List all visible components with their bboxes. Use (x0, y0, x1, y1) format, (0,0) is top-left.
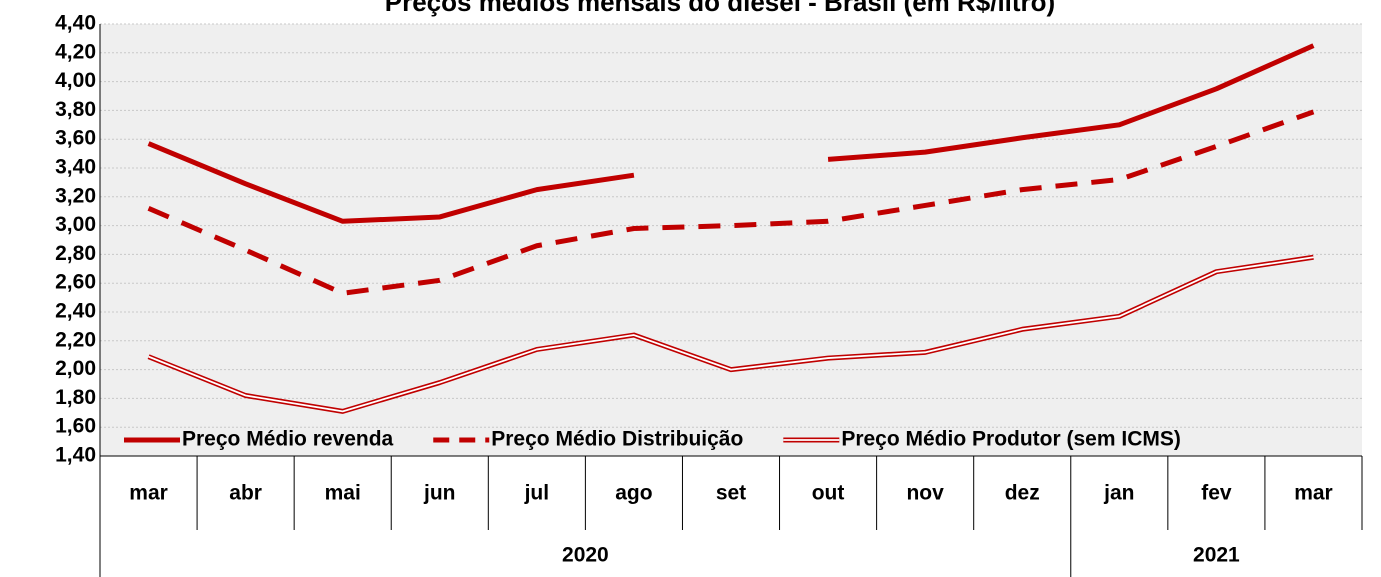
x-tick-label: jan (1103, 482, 1134, 505)
y-tick-label: 2,20 (55, 328, 96, 351)
legend-label: Preço Médio Produtor (sem ICMS) (841, 428, 1181, 451)
x-tick-label: ago (615, 482, 652, 505)
y-tick-label: 4,20 (55, 40, 96, 63)
y-tick-label: 1,80 (55, 386, 96, 409)
x-tick-label: mar (129, 482, 168, 505)
legend-label: Preço Médio Distribuição (491, 428, 743, 451)
x-tick-label: jun (423, 482, 456, 505)
y-tick-label: 3,80 (55, 98, 96, 121)
y-tick-label: 2,00 (55, 357, 96, 380)
y-tick-label: 3,00 (55, 213, 96, 236)
y-tick-label: 2,60 (55, 271, 96, 294)
x-tick-label: abr (229, 482, 262, 505)
x-tick-label: mar (1294, 482, 1333, 505)
x-tick-label: fev (1201, 482, 1232, 505)
x-tick-label: out (812, 482, 845, 505)
y-tick-label: 3,60 (55, 127, 96, 150)
group-label: 2020 (562, 544, 609, 567)
x-tick-label: nov (906, 482, 944, 505)
y-tick-label: 1,60 (55, 415, 96, 438)
y-tick-label: 2,40 (55, 300, 96, 323)
y-tick-label: 4,40 (55, 12, 96, 35)
chart-title: Preços médios mensais do diesel - Brasil… (385, 0, 1055, 17)
y-tick-label: 3,40 (55, 156, 96, 179)
x-tick-label: jul (524, 482, 550, 505)
x-tick-label: set (716, 482, 746, 505)
y-tick-label: 4,00 (55, 69, 96, 92)
x-tick-label: dez (1005, 482, 1040, 505)
group-label: 2021 (1193, 544, 1240, 567)
y-tick-label: 2,80 (55, 242, 96, 265)
x-tick-label: mai (325, 482, 361, 505)
y-tick-label: 1,40 (55, 444, 96, 467)
series-line (148, 256, 1314, 413)
plot-area (100, 24, 1362, 456)
series-line (147, 43, 1315, 224)
y-tick-label: 3,20 (55, 184, 96, 207)
legend-label: Preço Médio revenda (182, 428, 394, 451)
